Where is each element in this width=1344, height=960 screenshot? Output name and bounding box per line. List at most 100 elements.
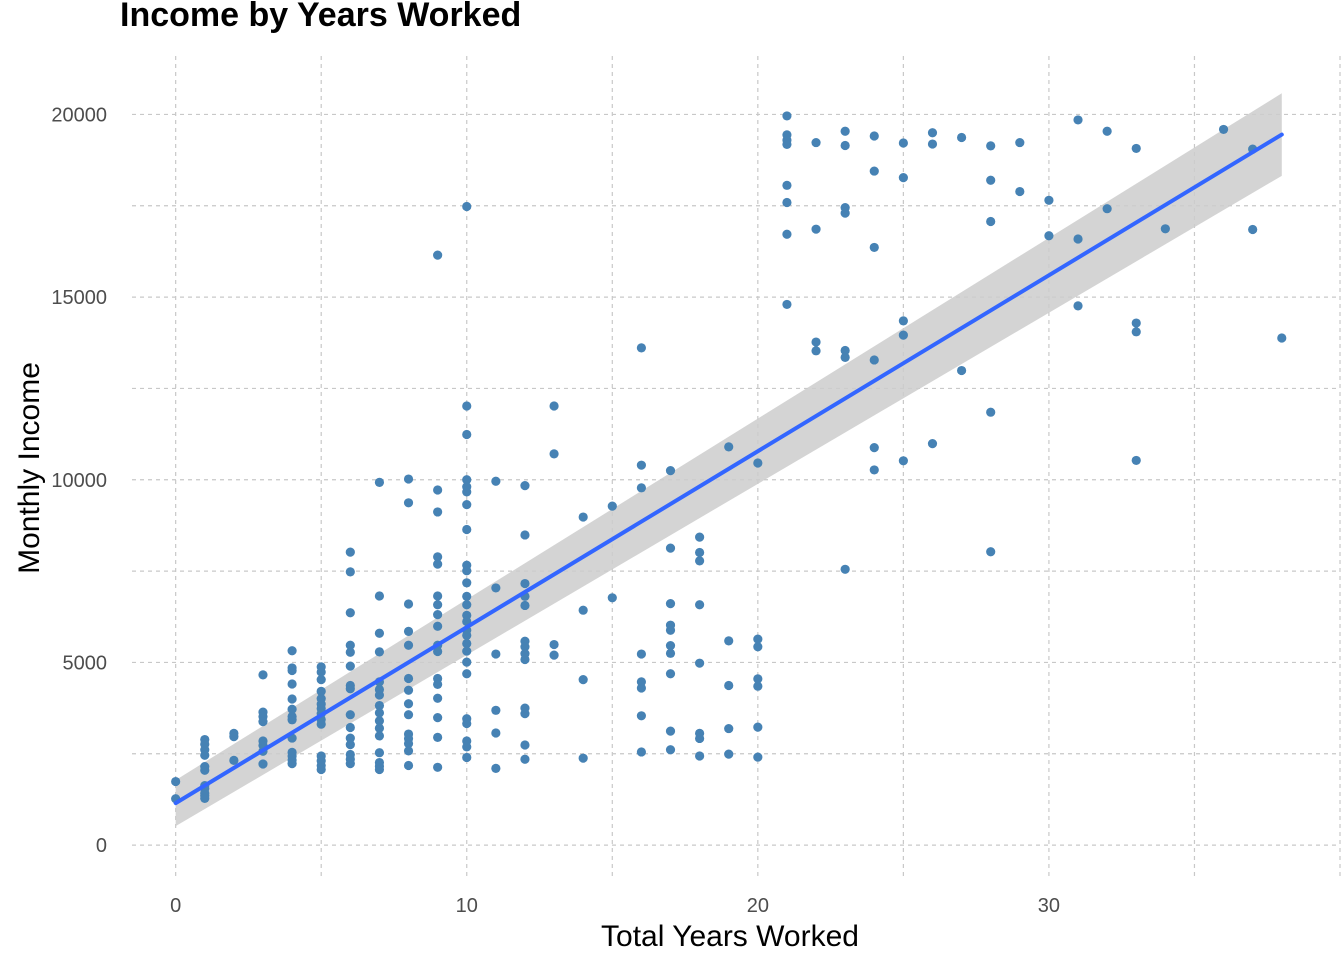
data-point bbox=[287, 694, 297, 704]
data-point bbox=[811, 224, 821, 234]
data-point bbox=[462, 201, 472, 212]
data-point bbox=[345, 647, 355, 657]
data-point bbox=[433, 693, 443, 703]
data-point bbox=[753, 458, 763, 468]
data-point bbox=[782, 197, 792, 208]
data-point bbox=[462, 718, 472, 729]
data-point bbox=[403, 760, 414, 771]
data-point bbox=[1277, 333, 1287, 343]
data-point bbox=[695, 658, 705, 668]
data-point bbox=[462, 591, 472, 601]
data-point bbox=[549, 401, 559, 411]
data-point bbox=[403, 746, 414, 756]
data-point bbox=[1073, 301, 1083, 311]
data-point bbox=[345, 740, 355, 750]
data-point bbox=[869, 465, 879, 475]
data-point bbox=[520, 642, 530, 652]
data-point bbox=[549, 449, 559, 459]
trend-line bbox=[173, 132, 1284, 806]
data-point bbox=[898, 316, 908, 326]
data-point bbox=[462, 600, 472, 610]
data-point bbox=[491, 476, 501, 486]
data-point bbox=[433, 507, 443, 517]
data-point bbox=[403, 673, 414, 684]
data-point bbox=[433, 621, 443, 631]
data-point bbox=[287, 646, 297, 656]
data-point bbox=[1160, 224, 1170, 234]
data-point bbox=[287, 759, 297, 769]
data-point bbox=[374, 748, 385, 758]
data-point bbox=[316, 686, 326, 696]
data-point bbox=[840, 208, 850, 218]
data-point bbox=[374, 764, 385, 775]
data-point bbox=[753, 642, 763, 652]
data-point bbox=[898, 173, 908, 183]
data-point bbox=[549, 650, 559, 660]
data-point bbox=[840, 140, 850, 151]
data-point bbox=[433, 679, 443, 689]
data-point bbox=[171, 776, 181, 787]
data-point bbox=[433, 591, 443, 601]
data-point bbox=[374, 628, 385, 638]
x-tick-label: 20 bbox=[747, 895, 769, 917]
confidence-band bbox=[175, 93, 1282, 827]
data-point bbox=[462, 752, 472, 763]
chart-title: Income by Years Worked bbox=[120, 0, 522, 34]
data-point bbox=[782, 180, 792, 190]
data-point bbox=[200, 765, 210, 775]
data-point bbox=[869, 131, 879, 141]
data-point bbox=[403, 626, 414, 637]
data-point bbox=[374, 700, 385, 711]
data-point bbox=[433, 762, 443, 772]
data-point bbox=[636, 460, 646, 470]
y-axis-label: Monthly Income bbox=[13, 362, 46, 574]
data-point bbox=[345, 547, 355, 557]
data-point bbox=[1015, 137, 1025, 148]
data-point bbox=[433, 646, 443, 657]
data-point bbox=[927, 128, 938, 138]
data-point bbox=[869, 242, 879, 253]
data-point bbox=[724, 680, 734, 691]
data-point bbox=[433, 732, 443, 742]
data-point bbox=[374, 647, 385, 657]
data-point bbox=[374, 591, 385, 601]
data-point bbox=[520, 530, 530, 540]
data-point bbox=[986, 407, 996, 417]
data-point bbox=[695, 532, 705, 542]
data-point bbox=[869, 355, 879, 365]
data-point bbox=[374, 690, 385, 700]
data-point bbox=[287, 665, 297, 676]
data-point bbox=[665, 726, 676, 736]
data-point bbox=[520, 740, 530, 750]
data-point bbox=[433, 485, 443, 495]
data-point bbox=[374, 708, 385, 718]
data-point bbox=[345, 608, 355, 618]
data-point bbox=[695, 547, 705, 558]
data-point bbox=[403, 474, 414, 484]
data-point bbox=[462, 566, 472, 576]
regression-line bbox=[173, 132, 1284, 806]
data-point bbox=[753, 634, 763, 644]
x-tick-label: 10 bbox=[456, 895, 478, 917]
data-point bbox=[986, 175, 996, 185]
data-point bbox=[607, 593, 617, 603]
data-point bbox=[549, 639, 559, 650]
data-point bbox=[753, 752, 763, 762]
data-point bbox=[840, 564, 850, 574]
data-point bbox=[462, 630, 472, 641]
data-point bbox=[986, 547, 996, 557]
data-point bbox=[753, 681, 763, 691]
x-tick-label: 0 bbox=[170, 895, 181, 917]
data-point bbox=[462, 657, 472, 667]
y-tick-label: 10000 bbox=[51, 470, 107, 492]
data-point bbox=[578, 675, 588, 685]
data-point bbox=[433, 552, 443, 562]
data-point bbox=[1044, 231, 1054, 241]
data-point bbox=[695, 556, 705, 566]
data-point bbox=[811, 346, 821, 356]
data-point bbox=[462, 646, 472, 656]
data-point bbox=[782, 299, 792, 310]
data-point bbox=[462, 475, 472, 485]
data-point bbox=[753, 722, 763, 732]
